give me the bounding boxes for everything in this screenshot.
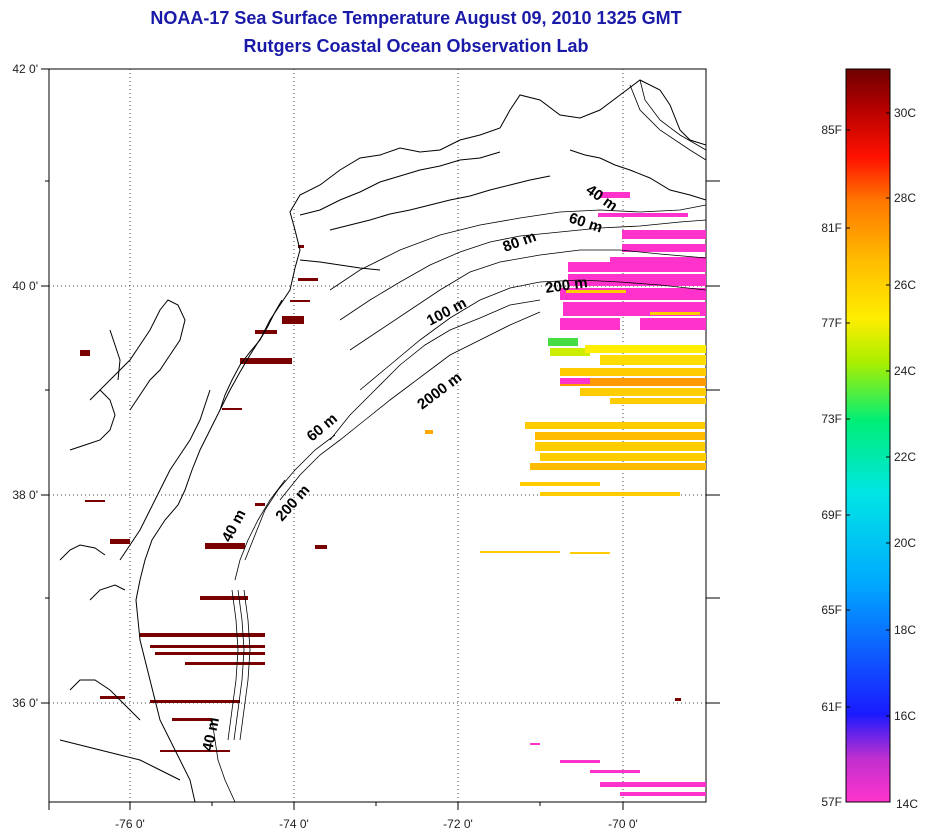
colorbar-c-label: 20C [894,536,916,550]
isobath-label: 200 m [544,274,588,297]
colorbar-f-label: 57F [821,795,842,809]
isobath-label: 40 m [199,716,223,753]
colorbar-f-label: 69F [821,508,842,522]
colorbar-c-label: 30C [894,106,916,120]
colorbar-c-label: 14C [896,797,918,811]
latitude-labels: 42 0' 40 0' 38 0' 36 0' [12,62,38,710]
sst-swaths [425,192,706,796]
lon-tick-label: -74 0' [279,817,309,831]
chart-subtitle: Rutgers Coastal Ocean Observation Lab [243,36,589,56]
lat-tick-label: 42 0' [12,62,38,76]
colorbar-c-label: 28C [894,191,916,205]
colorbar-c-label: 18C [894,623,916,637]
lon-tick-label: -72 0' [443,817,473,831]
colorbar: 85F 81F 77F 73F 69F 65F 61F 57F 30C 28C … [821,68,918,811]
lat-tick-label: 38 0' [12,488,38,502]
colorbar-f-label: 65F [821,603,842,617]
colorbar-gradient [845,68,891,803]
chart-title: NOAA-17 Sea Surface Temperature August 0… [150,8,682,28]
colorbar-c-label: 26C [894,278,916,292]
colorbar-c-label: 22C [894,450,916,464]
lon-tick-label: -76 0' [115,817,145,831]
colorbar-f-label: 85F [821,123,842,137]
longitude-labels: -76 0' -74 0' -72 0' -70 0' [115,817,638,831]
graticule [49,69,706,802]
colorbar-f-label: 77F [821,316,842,330]
nearshore-sst [80,245,327,752]
colorbar-c-label: 16C [894,709,916,723]
colorbar-f-label: 81F [821,221,842,235]
colorbar-c-label: 24C [894,364,916,378]
lat-tick-label: 40 0' [12,279,38,293]
lat-tick-label: 36 0' [12,696,38,710]
colorbar-f-label: 73F [821,412,842,426]
colorbar-f-label: 61F [821,700,842,714]
isobaths [211,79,706,802]
lon-tick-label: -70 0' [608,817,638,831]
tick-marks [41,68,720,810]
coastline [59,79,706,802]
